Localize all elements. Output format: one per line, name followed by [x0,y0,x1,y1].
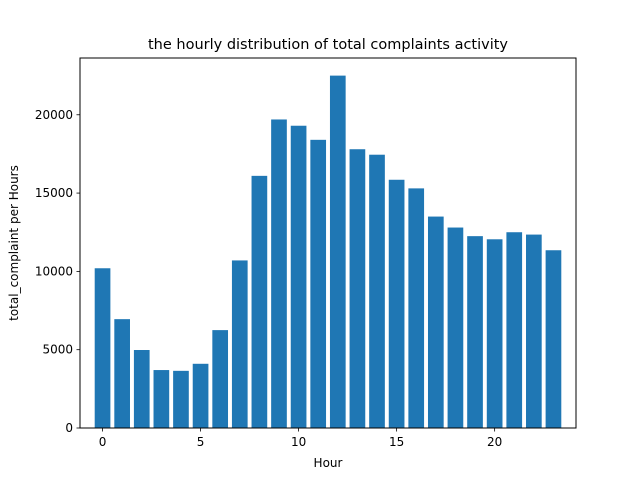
bar-hour-6 [212,330,229,428]
bar-hour-2 [133,350,150,428]
x-axis-ticks: 0 5 10 15 20 [99,428,502,449]
y-axis-label: total_complaint per Hours [7,165,21,321]
y-tick-label: 0 [65,421,73,435]
y-tick-label: 20000 [35,108,73,122]
bar-hour-18 [447,227,464,428]
bar-hour-10 [290,125,307,429]
x-tick-label: 5 [197,435,205,449]
bar-hour-11 [310,139,327,428]
bar-hour-0 [94,268,111,428]
bar-hour-5 [192,363,209,428]
bar-hour-22 [526,234,542,428]
bar-hour-3 [153,370,170,428]
bar-hour-9 [271,119,287,429]
bar-hour-23 [545,250,562,428]
bar-hour-4 [173,370,189,428]
x-tick-label: 15 [389,435,404,449]
bar-hour-7 [231,260,248,428]
y-axis-ticks: 0 5000 10000 15000 20000 [35,108,80,435]
bar-hour-12 [329,75,346,428]
plot-frame [79,57,577,429]
bar-hour-1 [114,319,130,428]
x-tick-label: 10 [291,435,306,449]
bar-hour-19 [467,236,483,428]
bar-hour-13 [349,149,366,428]
bar-hour-8 [251,175,268,428]
x-tick-label: 0 [99,435,107,449]
bar-hour-15 [388,179,405,428]
bar-hour-16 [408,188,425,428]
bar-hour-17 [427,216,444,428]
bar-hour-14 [369,154,385,429]
y-tick-label: 15000 [35,186,73,200]
x-tick-label: 20 [487,435,502,449]
chart-title: the hourly distribution of total complai… [148,37,508,53]
x-axis-label: Hour [314,456,343,470]
bars-layer [94,75,562,429]
bar-hour-21 [506,232,523,428]
bar-hour-20 [486,239,503,428]
y-tick-label: 5000 [42,343,73,357]
y-tick-label: 10000 [35,264,73,278]
